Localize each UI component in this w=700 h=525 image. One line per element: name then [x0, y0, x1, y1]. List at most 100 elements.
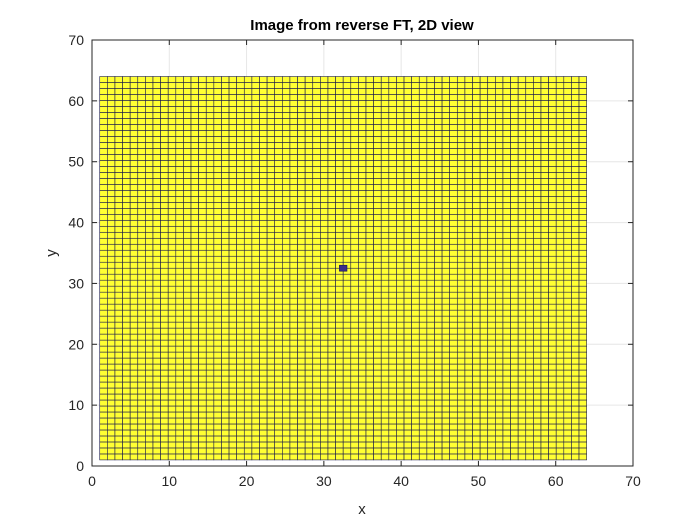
heatmap-cell: [350, 160, 359, 167]
heatmap-cell: [175, 249, 184, 257]
heatmap-cell: [472, 279, 481, 287]
heatmap-cell: [228, 411, 237, 419]
heatmap-cell: [578, 184, 587, 191]
heatmap-cell: [434, 315, 443, 323]
heatmap-cells: [99, 76, 587, 461]
heatmap-cell: [533, 237, 542, 245]
heatmap-cell: [205, 351, 215, 359]
heatmap-cell: [571, 202, 580, 209]
heatmap-cell: [213, 273, 222, 281]
heatmap-cell: [411, 172, 420, 179]
heatmap-cell: [548, 447, 557, 455]
heatmap-cell: [190, 231, 199, 239]
heatmap-cell: [479, 154, 489, 161]
heatmap-cell: [335, 249, 344, 257]
heatmap-cell: [289, 297, 298, 305]
heatmap-cell: [297, 411, 306, 419]
heatmap-cell: [487, 387, 496, 395]
heatmap-cell: [335, 363, 344, 371]
heatmap-cell: [221, 345, 230, 353]
heatmap-cell: [266, 196, 276, 203]
heatmap-cell: [266, 243, 276, 251]
heatmap-cell: [487, 279, 496, 287]
heatmap-cell: [388, 279, 397, 287]
heatmap-cell: [213, 327, 222, 335]
heatmap-cell: [411, 387, 420, 395]
heatmap-cell: [472, 351, 481, 359]
heatmap-cell: [502, 285, 511, 293]
heatmap-cell: [114, 447, 123, 455]
heatmap-cell: [160, 453, 169, 461]
heatmap-cell: [365, 148, 374, 155]
heatmap-cell: [510, 106, 519, 113]
heatmap-cell: [578, 375, 587, 383]
heatmap-cell: [266, 261, 276, 269]
heatmap-cell: [396, 369, 405, 377]
heatmap-cell: [388, 142, 397, 149]
heatmap-cell: [533, 255, 542, 263]
heatmap-cell: [327, 154, 336, 161]
heatmap-cell: [540, 160, 549, 167]
heatmap-cell: [251, 231, 260, 239]
heatmap-cell: [327, 213, 336, 221]
heatmap-cell: [396, 178, 405, 185]
heatmap-cell: [99, 160, 108, 167]
heatmap-cell: [358, 297, 367, 305]
heatmap-cell: [145, 291, 154, 299]
heatmap-cell: [137, 237, 146, 245]
heatmap-cell: [213, 411, 222, 419]
heatmap-cell: [282, 208, 291, 215]
heatmap-cell: [403, 297, 412, 305]
heatmap-cell: [228, 423, 237, 431]
heatmap-cell: [472, 208, 481, 215]
heatmap-cell: [342, 351, 352, 359]
heatmap-cell: [243, 213, 253, 221]
heatmap-cell: [175, 375, 184, 383]
heatmap-cell: [190, 393, 199, 401]
heatmap-cell: [563, 303, 572, 311]
heatmap-cell: [365, 202, 374, 209]
heatmap-cell: [167, 267, 177, 275]
heatmap-cell: [342, 118, 352, 125]
heatmap-cell: [358, 142, 367, 149]
heatmap-cell: [434, 130, 443, 137]
heatmap-cell: [449, 106, 458, 113]
heatmap-cell: [525, 124, 534, 131]
heatmap-cell: [365, 88, 374, 95]
heatmap-cell: [145, 94, 154, 101]
heatmap-cell: [320, 447, 329, 455]
heatmap-cell: [555, 154, 565, 161]
heatmap-cell: [358, 166, 367, 173]
heatmap-cell: [365, 106, 374, 113]
heatmap-cell: [571, 423, 580, 431]
heatmap-cell: [304, 261, 314, 269]
heatmap-cell: [175, 387, 184, 395]
heatmap-cell: [449, 279, 458, 287]
heatmap-cell: [251, 237, 260, 245]
heatmap-cell: [396, 285, 405, 293]
heatmap-cell: [266, 178, 276, 185]
heatmap-cell: [571, 387, 580, 395]
heatmap-cell: [495, 453, 504, 461]
heatmap-cell: [510, 148, 519, 155]
heatmap-cell: [183, 327, 192, 335]
heatmap-cell: [441, 184, 450, 191]
heatmap-cell: [342, 243, 352, 251]
heatmap-cell: [479, 399, 489, 407]
heatmap-cell: [282, 88, 291, 95]
heatmap-cell: [335, 237, 344, 245]
heatmap-cell: [175, 267, 184, 275]
heatmap-cell: [320, 411, 329, 419]
heatmap-cell: [335, 190, 344, 197]
heatmap-cell: [571, 82, 580, 89]
heatmap-cell: [129, 381, 139, 389]
heatmap-cell: [312, 435, 321, 443]
heatmap-cell: [198, 142, 207, 149]
heatmap-cell: [320, 309, 329, 317]
heatmap-cell: [152, 88, 161, 95]
heatmap-cell: [167, 399, 177, 407]
heatmap-cell: [525, 429, 534, 437]
heatmap-cell: [266, 88, 276, 95]
heatmap-cell: [297, 423, 306, 431]
heatmap-cell: [403, 112, 412, 119]
